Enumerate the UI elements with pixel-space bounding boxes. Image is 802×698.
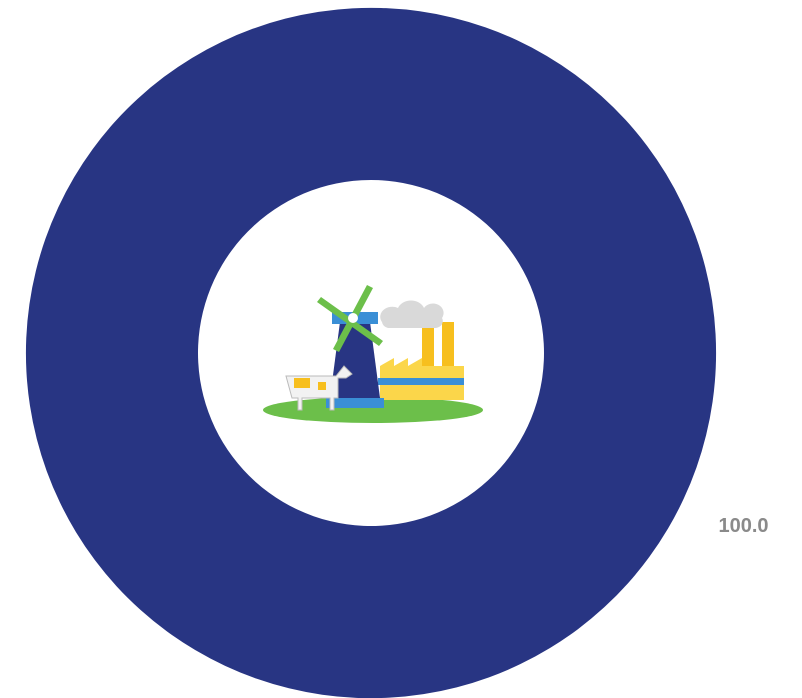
- ring-layer: [25, 7, 717, 698]
- icon-factory-windows: [378, 378, 464, 385]
- value-label: 100.0: [718, 515, 768, 537]
- center-icon: [263, 285, 483, 423]
- icon-windmill-base: [326, 398, 384, 408]
- donut-segment: [25, 7, 717, 698]
- icon-ground: [263, 397, 483, 423]
- icon-hub: [348, 313, 358, 323]
- icon-smoke: [380, 300, 444, 328]
- icon-cow-spots: [294, 378, 326, 390]
